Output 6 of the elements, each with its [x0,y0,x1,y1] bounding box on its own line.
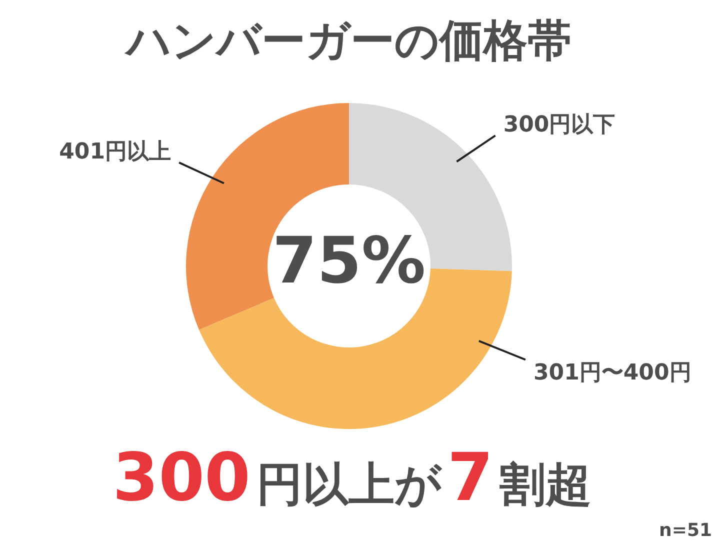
slice-label: 401円以上 [59,139,172,164]
text: n=51 [659,520,712,541]
text: 75% [272,224,426,299]
chart-title: ハンバーガーの価格帯 [124,15,572,66]
slice-label: 300円以下 [503,112,616,138]
slice-label: 301円〜400円 [533,360,692,386]
